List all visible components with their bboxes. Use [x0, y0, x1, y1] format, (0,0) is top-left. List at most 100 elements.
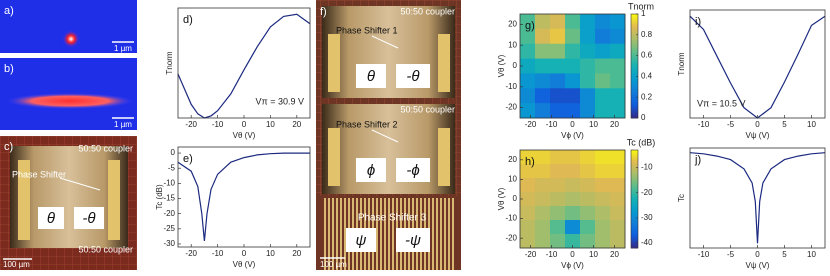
heat-cell	[565, 163, 581, 179]
panel-a: a) 1 µm	[0, 0, 137, 53]
colorbar-slice	[631, 92, 638, 96]
heat-cell	[550, 73, 566, 89]
heat-cell	[550, 163, 566, 179]
colorbar-slice	[631, 73, 638, 77]
colorbar-slice	[631, 27, 638, 31]
coupler-label: 50:50 coupler	[78, 143, 133, 153]
panel-label: d)	[183, 14, 193, 26]
scale-text: 1 µm	[114, 44, 132, 53]
heat-cell	[595, 163, 611, 179]
heat-cell	[550, 192, 566, 207]
heat-cell	[520, 58, 536, 74]
x-tick-label: -10	[698, 250, 710, 259]
colorbar-slice	[631, 235, 638, 239]
heat-cell	[534, 178, 551, 193]
heat-cell	[550, 58, 566, 74]
heat-cell	[579, 73, 596, 89]
scale-text: 1 µm	[114, 120, 132, 129]
colorbar-slice	[631, 196, 638, 200]
panel-label: e)	[183, 153, 193, 165]
colorbar-slice	[631, 172, 638, 175]
panel-c: c) 50:50 coupler Phase Shifter θ -θ 50:5…	[0, 136, 137, 270]
colorbar-slice	[631, 230, 638, 234]
heat-cell	[550, 88, 566, 104]
colorbar-slice	[631, 42, 638, 46]
data-line	[689, 152, 826, 244]
heat-cell	[595, 28, 611, 45]
heat-cell	[595, 234, 611, 249]
pad	[108, 160, 120, 240]
heat-cell	[579, 234, 596, 249]
colorbar-slice	[631, 99, 638, 103]
x-tick-label: 20	[610, 120, 619, 129]
heat-cell	[550, 28, 566, 45]
symbol-box	[74, 207, 104, 229]
heat-cell	[595, 178, 611, 193]
x-tick-label: 5	[782, 120, 787, 129]
y-tick-label: 10	[508, 40, 517, 49]
heat-cell	[595, 220, 611, 235]
colorbar-slice	[631, 112, 638, 116]
colorbar-slice	[631, 115, 638, 119]
heat-cell	[534, 150, 551, 165]
colorbar-slice	[631, 45, 638, 49]
y-tick-label: 20	[508, 155, 517, 164]
colorbar-slice	[631, 164, 638, 168]
heat-cell	[565, 58, 581, 74]
y-tick-label: 20	[508, 20, 517, 29]
x-axis-label: Vϕ (V)	[561, 261, 584, 270]
y-axis-label: Tc (dB)	[155, 184, 164, 210]
colorbar-slice	[631, 79, 638, 83]
colorbar-slice	[631, 110, 638, 114]
heat-cell	[534, 234, 551, 249]
colorbar-tick-label: 1	[641, 9, 646, 18]
colorbar-slice	[631, 107, 638, 111]
x-axis-label: Vϕ (V)	[561, 131, 584, 140]
coupler-label: 50:50 coupler	[400, 6, 455, 16]
heat-cell	[610, 234, 626, 249]
heat-cell	[534, 14, 551, 30]
colorbar-slice	[631, 14, 638, 18]
colorbar-slice	[631, 94, 638, 98]
y-tick-label: 10	[508, 175, 517, 184]
arrow	[371, 35, 399, 49]
heat-cell	[579, 205, 596, 221]
symbol: θ	[367, 68, 375, 85]
pad	[438, 34, 450, 92]
colorbar-tick-label: 0	[641, 113, 646, 122]
arrow	[371, 129, 399, 143]
colorbar-slice	[631, 29, 638, 33]
mode-stripe	[6, 93, 134, 109]
heat-cell	[534, 58, 551, 74]
heat-cell	[534, 88, 551, 104]
y-tick-label: -10	[163, 178, 175, 187]
colorbar-tick-label: 0.2	[641, 92, 653, 101]
heat-cell	[534, 28, 551, 45]
colorbar-slice	[631, 58, 638, 62]
colorbar-slice	[631, 176, 638, 180]
x-tick-label: 10	[589, 120, 598, 129]
x-tick-label: 0	[242, 249, 247, 258]
x-tick-label: 20	[610, 250, 619, 259]
heat-cell	[550, 103, 566, 119]
heat-cell	[595, 192, 611, 207]
heat-cell	[579, 14, 596, 30]
heat-cell	[565, 220, 581, 235]
heat-cell	[534, 163, 551, 179]
heat-cell	[565, 14, 581, 30]
colorbar-slice	[631, 216, 638, 220]
x-tick-label: -20	[525, 120, 537, 129]
x-tick-label: -10	[546, 120, 558, 129]
colorbar-slice	[631, 32, 638, 36]
x-tick-label: -10	[212, 120, 224, 129]
heat-cell	[565, 205, 581, 221]
colorbar-slice	[631, 206, 638, 210]
x-tick-label: -5	[727, 120, 735, 129]
heat-cell	[520, 150, 536, 165]
x-tick-label: -10	[546, 250, 558, 259]
scale-text: 100 µm	[3, 260, 30, 269]
colorbar-slice	[631, 154, 638, 158]
heat-cell	[565, 234, 581, 249]
plot-frame	[177, 146, 311, 248]
